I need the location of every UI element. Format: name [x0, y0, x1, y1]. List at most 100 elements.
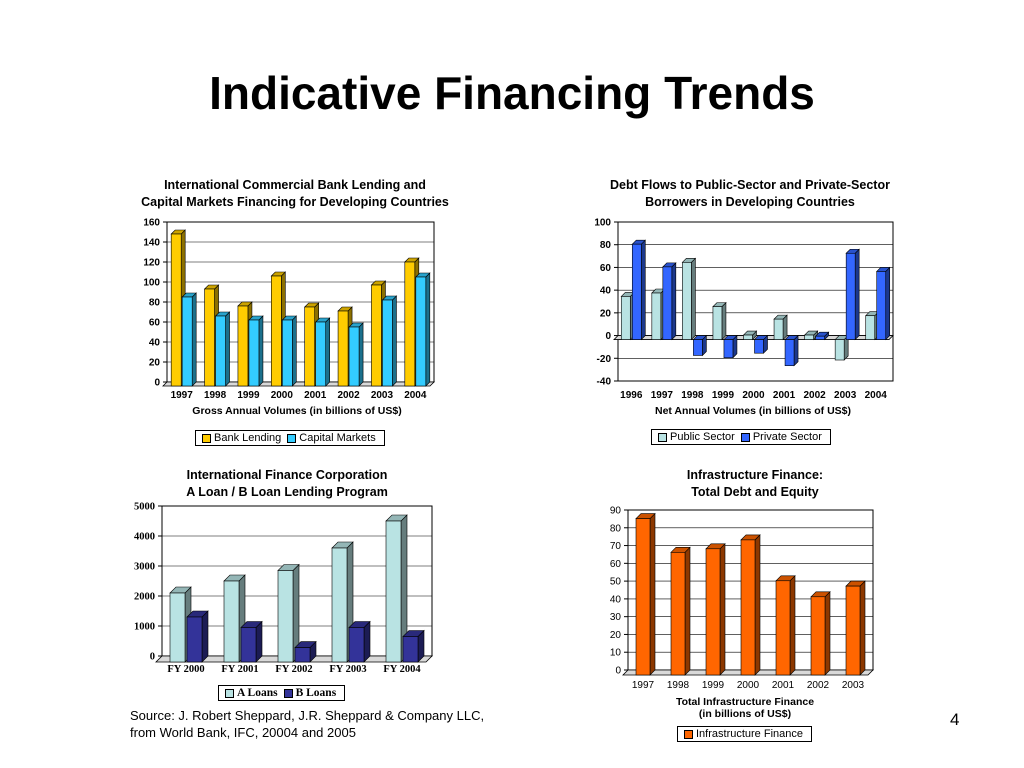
x-tick-label: 2002 — [803, 390, 826, 401]
bar — [742, 330, 758, 341]
bar — [692, 334, 708, 357]
x-tick-label: 2003 — [842, 680, 865, 691]
bar — [631, 239, 647, 341]
x-tick-label: 1997 — [171, 390, 194, 401]
x-tick-label: 2001 — [304, 390, 327, 401]
bar — [740, 534, 761, 676]
legend-swatch — [287, 433, 297, 443]
bar — [723, 334, 738, 359]
x-tick-label: 1997 — [651, 390, 674, 401]
y-tick-label: 160 — [143, 218, 160, 229]
y-tick-label: 20 — [610, 630, 622, 641]
bar — [662, 262, 677, 341]
y-tick-label: 10 — [610, 648, 622, 659]
y-tick-label: 40 — [600, 286, 612, 297]
chart2-title: Debt Flows to Public-Sector and Private-… — [610, 178, 890, 209]
bar — [381, 295, 398, 387]
bar — [845, 580, 866, 676]
x-tick-label: 2002 — [807, 680, 830, 691]
legend-swatch — [684, 729, 693, 739]
x-tick-label: 2002 — [337, 390, 360, 401]
bar — [784, 334, 799, 367]
legend-label: B Loans — [295, 687, 337, 699]
x-axis-label: Total Infrastructure Finance — [676, 696, 814, 708]
bar — [181, 292, 197, 387]
x-axis-label: Net Annual Volumes (in billions of US$) — [655, 405, 851, 417]
y-tick-label: 60 — [600, 263, 612, 274]
bar — [294, 640, 317, 663]
y-tick-label: -20 — [597, 354, 612, 365]
x-tick-label: FY 2002 — [275, 664, 312, 675]
legend-label: Infrastructure Finance — [696, 728, 803, 740]
chart4-title: Infrastructure Finance: Total Debt and E… — [686, 468, 824, 499]
chart3-legend: A Loans B Loans — [218, 685, 346, 701]
x-tick-label: 1999 — [712, 390, 735, 401]
bar — [348, 620, 371, 663]
legend-label: Bank Lending — [214, 432, 282, 444]
y-tick-label: 120 — [143, 258, 160, 269]
bar — [248, 315, 264, 387]
chart1-title: International Commercial Bank Lending an… — [141, 178, 449, 209]
y-tick-label: 50 — [610, 577, 622, 588]
chart4-legend: Infrastructure Finance — [677, 726, 812, 742]
y-tick-label: 3000 — [134, 562, 155, 573]
y-tick-label: 30 — [610, 612, 622, 623]
chart3-title: International Finance Corporation A Loan… — [186, 468, 388, 499]
y-tick-label: 0 — [605, 331, 611, 342]
x-axis-label: Gross Annual Volumes (in billions of US$… — [192, 405, 401, 417]
y-tick-label: 5000 — [134, 502, 155, 513]
y-tick-label: 140 — [143, 238, 160, 249]
x-tick-label: FY 2000 — [167, 664, 204, 675]
x-tick-label: 1998 — [681, 390, 704, 401]
x-tick-label: 1998 — [204, 390, 227, 401]
legend-label: Private Sector — [752, 431, 822, 443]
legend-swatch — [740, 432, 750, 442]
bar — [314, 317, 331, 387]
y-tick-label: 20 — [149, 358, 161, 369]
y-tick-label: -40 — [597, 377, 612, 388]
y-tick-label: 100 — [143, 278, 160, 289]
bar — [814, 331, 830, 341]
legend-label: Public Sector — [670, 431, 735, 443]
legend-label: A Loans — [237, 687, 278, 699]
bar — [223, 574, 246, 663]
bar — [753, 334, 769, 354]
slide-title: Indicative Financing Trends — [209, 67, 815, 119]
bar — [875, 266, 891, 341]
x-tick-label: FY 2004 — [383, 664, 421, 675]
y-tick-label: 0 — [150, 652, 155, 663]
bar — [803, 330, 819, 341]
legend-swatch — [283, 688, 293, 698]
y-tick-label: 80 — [610, 523, 622, 534]
y-tick-label: 60 — [610, 559, 622, 570]
y-tick-label: 40 — [149, 338, 161, 349]
bar — [281, 315, 298, 387]
source-note: Source: J. Robert Sheppard, J.R. Sheppar… — [130, 708, 485, 740]
legend-swatch — [202, 433, 211, 443]
y-tick-label: 2000 — [134, 592, 155, 603]
y-tick-label: 40 — [610, 594, 622, 605]
bar — [240, 620, 263, 663]
y-tick-label: 0 — [154, 378, 160, 389]
x-tick-label: 2000 — [742, 390, 765, 401]
x-tick-label: 2004 — [865, 390, 888, 401]
x-tick-label: 2004 — [404, 390, 427, 401]
x-tick-label: 2001 — [772, 680, 795, 691]
x-tick-label: 1996 — [620, 390, 643, 401]
x-axis-label: (in billions of US$) — [699, 708, 791, 720]
bar — [775, 575, 796, 676]
y-tick-label: 80 — [149, 298, 161, 309]
bar — [845, 248, 860, 341]
legend-swatch — [225, 688, 234, 698]
y-tick-label: 70 — [610, 541, 622, 552]
bar — [705, 543, 726, 676]
bar — [348, 322, 364, 387]
x-tick-label: FY 2003 — [329, 664, 366, 675]
x-tick-label: 1999 — [702, 680, 725, 691]
page-number: 4 — [950, 710, 960, 729]
bar — [635, 512, 656, 676]
bar — [186, 610, 209, 663]
x-tick-label: 2000 — [737, 680, 760, 691]
bar — [681, 257, 697, 341]
